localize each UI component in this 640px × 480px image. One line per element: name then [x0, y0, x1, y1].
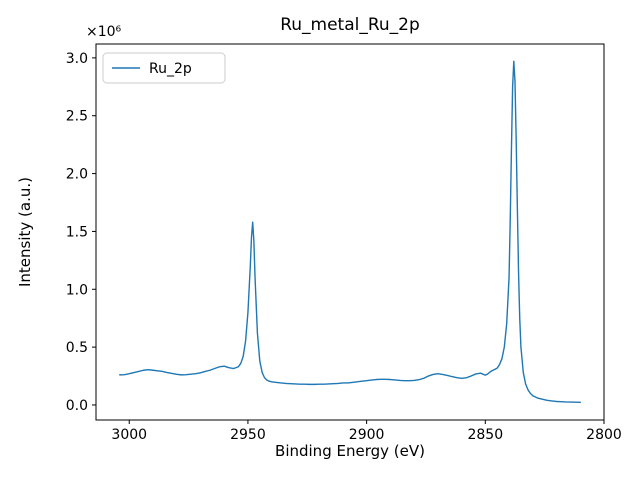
y-tick-label: 2.0: [66, 167, 88, 183]
x-tick-label: 2800: [586, 427, 622, 443]
y-tick-label: 2.5: [66, 109, 88, 125]
y-tick-label: 0.0: [66, 398, 88, 414]
axis-ticks: [92, 57, 605, 424]
x-tick-label: 2950: [230, 427, 266, 443]
legend-frame: [102, 52, 226, 84]
x-axis-label: Binding Energy (eV): [275, 442, 425, 460]
legend: Ru_2p: [102, 52, 226, 84]
x-tick-label: 2850: [467, 427, 503, 443]
y-axis-offset-text: ×10⁶: [86, 24, 122, 40]
x-tick-label: 3000: [111, 427, 147, 443]
y-tick-label: 1.0: [66, 282, 88, 298]
y-tick-label: 1.5: [66, 224, 88, 240]
axis-tick-labels: 3000 2950 2900 2850 2800 0.0 0.5 1.0 1.5 2.0 2.5 3.…: [66, 51, 622, 443]
chart-title: Ru_metal_Ru_2p: [280, 15, 420, 35]
y-tick-label: 0.5: [66, 340, 88, 356]
ru2p-spectrum-line: [119, 60, 581, 403]
legend-entry-label: Ru_2p: [149, 61, 192, 77]
y-tick-label: 3.0: [66, 51, 88, 67]
y-axis-label: Intensity (a.u.): [16, 177, 34, 287]
plot-area-border: [95, 43, 605, 421]
x-tick-label: 2900: [349, 427, 385, 443]
